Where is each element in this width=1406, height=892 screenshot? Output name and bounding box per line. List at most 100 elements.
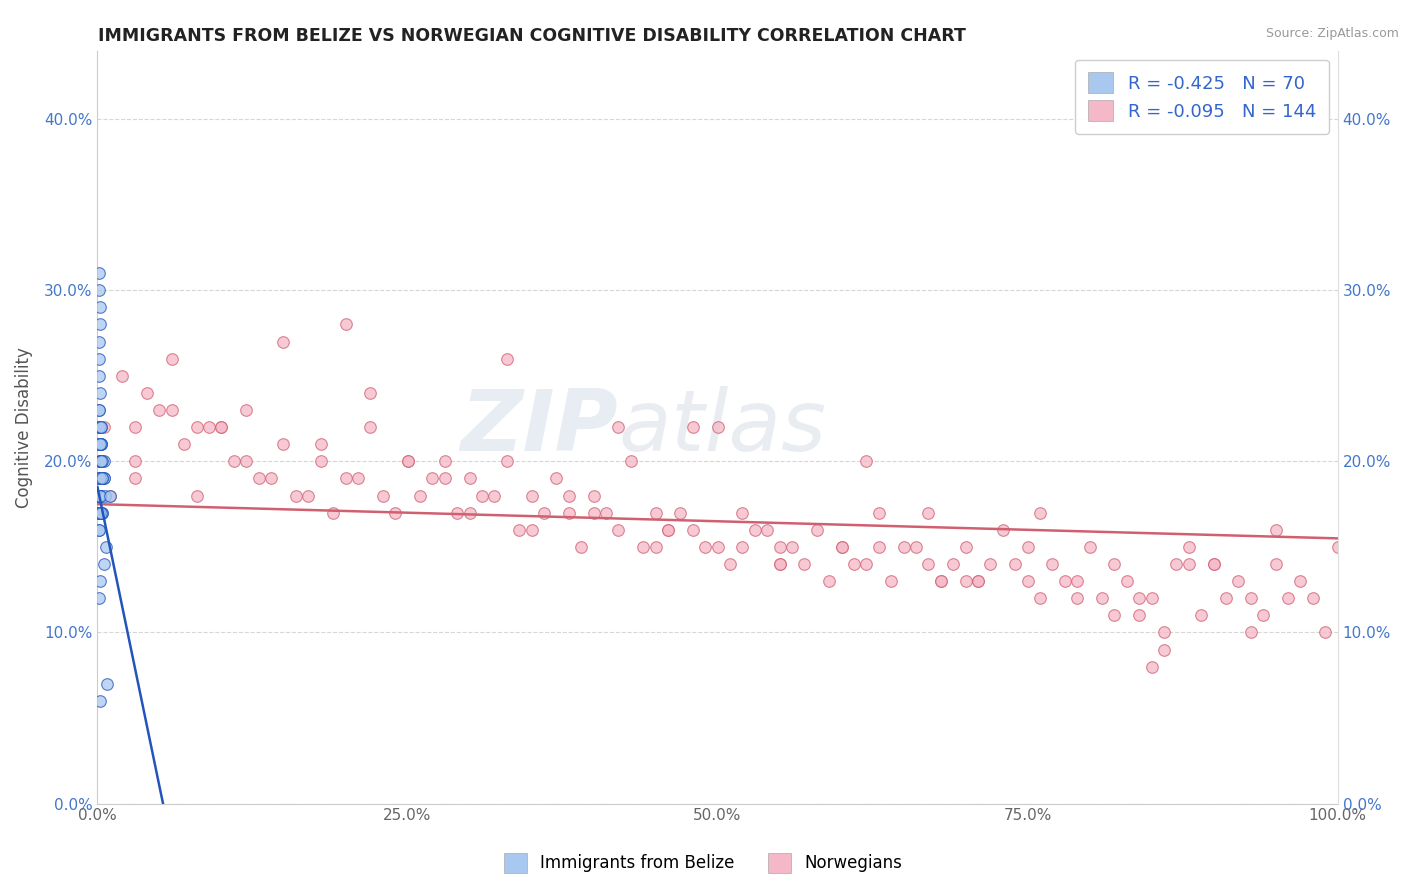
Point <box>917 557 939 571</box>
Point <box>420 471 443 485</box>
Point <box>1115 574 1137 589</box>
Point <box>1264 523 1286 537</box>
Point <box>359 385 381 400</box>
Point <box>1189 608 1212 623</box>
Point <box>780 540 803 554</box>
Point <box>89 489 111 503</box>
Point <box>89 420 111 434</box>
Point <box>90 437 112 451</box>
Point <box>1017 574 1039 589</box>
Point <box>87 334 110 349</box>
Point <box>657 523 679 537</box>
Point <box>93 557 115 571</box>
Point <box>1128 591 1150 606</box>
Point <box>91 471 114 485</box>
Point <box>768 540 790 554</box>
Point <box>1029 591 1052 606</box>
Point <box>1277 591 1299 606</box>
Point <box>90 454 112 468</box>
Point <box>89 301 111 315</box>
Point <box>284 489 307 503</box>
Point <box>235 454 257 468</box>
Point <box>793 557 815 571</box>
Point <box>558 489 581 503</box>
Point <box>1227 574 1250 589</box>
Point <box>89 437 111 451</box>
Point <box>273 334 295 349</box>
Point <box>93 420 115 434</box>
Point <box>1240 591 1263 606</box>
Point <box>87 489 110 503</box>
Point <box>1140 591 1163 606</box>
Point <box>98 489 121 503</box>
Point <box>89 489 111 503</box>
Point <box>471 489 494 503</box>
Point <box>222 454 245 468</box>
Point <box>235 403 257 417</box>
Point <box>631 540 654 554</box>
Point <box>90 437 112 451</box>
Point <box>93 471 115 485</box>
Point <box>136 385 159 400</box>
Point <box>173 437 195 451</box>
Point <box>396 454 419 468</box>
Point <box>756 523 779 537</box>
Point <box>731 540 754 554</box>
Point <box>1053 574 1076 589</box>
Point <box>90 506 112 520</box>
Point <box>831 540 853 554</box>
Point <box>1029 506 1052 520</box>
Point <box>1153 625 1175 640</box>
Point <box>718 557 741 571</box>
Point <box>89 454 111 468</box>
Point <box>87 266 110 280</box>
Point <box>96 677 118 691</box>
Point <box>87 403 110 417</box>
Point <box>644 506 666 520</box>
Point <box>929 574 952 589</box>
Point <box>520 489 543 503</box>
Point <box>1140 659 1163 673</box>
Point <box>89 506 111 520</box>
Point <box>87 437 110 451</box>
Point <box>87 506 110 520</box>
Point <box>93 471 115 485</box>
Point <box>89 694 111 708</box>
Point <box>607 420 630 434</box>
Point <box>893 540 915 554</box>
Point <box>273 437 295 451</box>
Point <box>955 540 977 554</box>
Point <box>967 574 990 589</box>
Point <box>495 454 517 468</box>
Point <box>87 471 110 485</box>
Point <box>669 506 692 520</box>
Point <box>682 523 704 537</box>
Point <box>1153 642 1175 657</box>
Point <box>90 454 112 468</box>
Point <box>942 557 965 571</box>
Point <box>111 368 134 383</box>
Point <box>87 506 110 520</box>
Point <box>91 471 114 485</box>
Point <box>87 403 110 417</box>
Point <box>695 540 717 554</box>
Point <box>347 471 370 485</box>
Point <box>198 420 221 434</box>
Point <box>1128 608 1150 623</box>
Point <box>124 420 146 434</box>
Text: atlas: atlas <box>619 385 827 468</box>
Point <box>569 540 592 554</box>
Point <box>89 471 111 485</box>
Point <box>1302 591 1324 606</box>
Text: IMMIGRANTS FROM BELIZE VS NORWEGIAN COGNITIVE DISABILITY CORRELATION CHART: IMMIGRANTS FROM BELIZE VS NORWEGIAN COGN… <box>98 27 966 45</box>
Point <box>90 437 112 451</box>
Point <box>620 454 643 468</box>
Point <box>260 471 283 485</box>
Point <box>309 437 332 451</box>
Point <box>929 574 952 589</box>
Point <box>89 454 111 468</box>
Point <box>520 523 543 537</box>
Point <box>87 506 110 520</box>
Point <box>904 540 927 554</box>
Point <box>582 489 605 503</box>
